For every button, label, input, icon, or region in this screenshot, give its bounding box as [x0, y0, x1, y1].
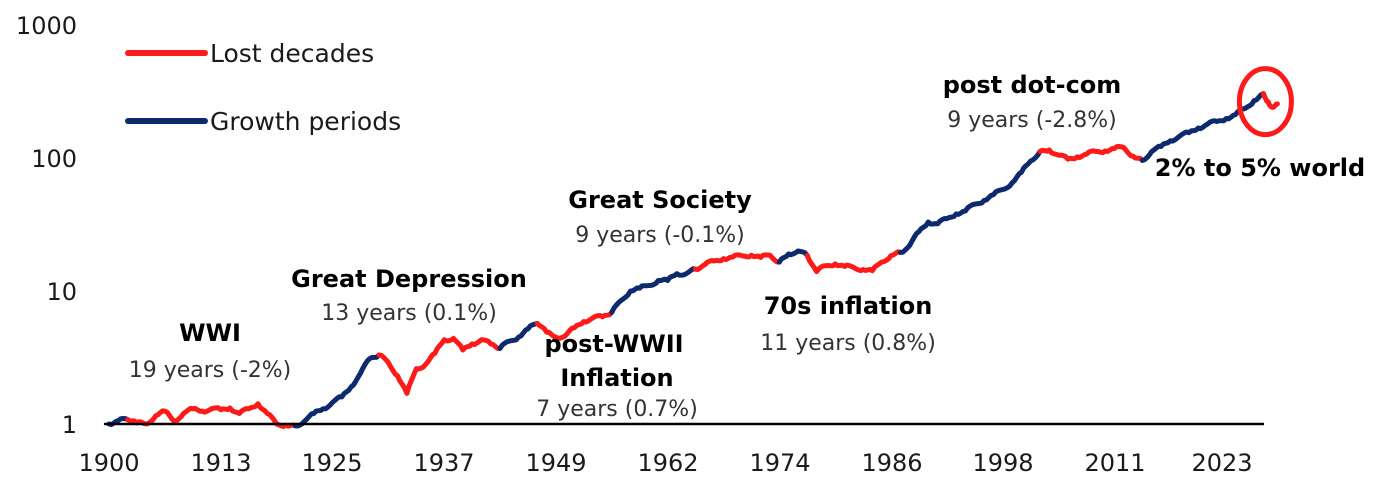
y-tick-label: 100	[31, 145, 77, 173]
series-segment-lost	[1260, 91, 1280, 110]
series-segment-growth	[609, 266, 698, 315]
y-tick-label: 1000	[16, 12, 77, 40]
annotation-great-depression: Great Depression 13 years (0.1%)	[291, 265, 527, 326]
x-axis: 1900 1913 1925 1937 1949 1962 1974 1986 …	[78, 449, 1252, 477]
legend-label-growth: Growth periods	[210, 107, 401, 136]
series-segment-lost	[376, 335, 503, 396]
x-tick-label: 1925	[301, 449, 362, 477]
series-segment-lost	[1037, 144, 1145, 163]
x-tick-label: 2011	[1084, 449, 1145, 477]
legend: Lost decades Growth periods	[125, 39, 401, 136]
x-tick-label: 1974	[749, 449, 810, 477]
annotation-title: post dot-com	[943, 71, 1122, 99]
y-tick-label: 10	[46, 278, 77, 306]
y-axis: 1000 100 10 1	[16, 12, 77, 439]
annotation-subtitle: 11 years (0.8%)	[760, 331, 936, 356]
series-segment-lost	[534, 309, 615, 341]
annotation-post-wwii: post-WWII Inflation 7 years (0.7%)	[536, 330, 698, 422]
annotation-70s-inflation: 70s inflation 11 years (0.8%)	[760, 292, 936, 356]
annotation-title: Great Depression	[291, 265, 527, 293]
annotation-title: 70s inflation	[764, 292, 933, 320]
annotation-title: post-WWII	[544, 330, 683, 358]
annotation-subtitle: 9 years (-2.8%)	[947, 108, 1117, 133]
annotation-subtitle: 19 years (-2%)	[129, 358, 292, 383]
series-segment-growth	[776, 248, 810, 265]
annotation-subtitle: 13 years (0.1%)	[321, 301, 497, 326]
y-tick-label: 1	[62, 411, 77, 439]
annotation-post-dot-com: post dot-com 9 years (-2.8%)	[943, 71, 1122, 133]
series-layer	[106, 91, 1280, 429]
annotation-title-line2: Inflation	[560, 364, 673, 392]
annotation-title: 2% to 5% world	[1155, 154, 1365, 182]
x-tick-label: 2023	[1191, 449, 1252, 477]
x-tick-label: 1900	[78, 449, 139, 477]
annotation-great-society: Great Society 9 years (-0.1%)	[568, 186, 752, 248]
x-tick-label: 1949	[525, 449, 586, 477]
series-segment-lost	[693, 252, 782, 272]
series-segment-lost	[125, 401, 298, 429]
x-tick-label: 1913	[190, 449, 251, 477]
annotation-2-to-5-world: 2% to 5% world	[1155, 154, 1365, 182]
annotation-title: WWI	[179, 319, 241, 347]
annotation-subtitle: 9 years (-0.1%)	[575, 223, 745, 248]
annotation-wwi: WWI 19 years (-2%)	[129, 319, 292, 383]
series-segment-lost	[804, 249, 903, 275]
legend-label-lost: Lost decades	[210, 39, 374, 68]
x-tick-label: 1998	[972, 449, 1033, 477]
x-tick-label: 1937	[413, 449, 474, 477]
highlight-circle	[1236, 66, 1294, 138]
x-tick-label: 1962	[637, 449, 698, 477]
series-segment-growth	[292, 352, 382, 429]
x-tick-label: 1986	[861, 449, 922, 477]
series-segment-growth	[1139, 91, 1266, 163]
series-segment-growth	[897, 149, 1043, 255]
series-segment-growth	[497, 321, 540, 351]
annotation-subtitle: 7 years (0.7%)	[536, 397, 698, 422]
annotation-title: Great Society	[568, 186, 752, 214]
